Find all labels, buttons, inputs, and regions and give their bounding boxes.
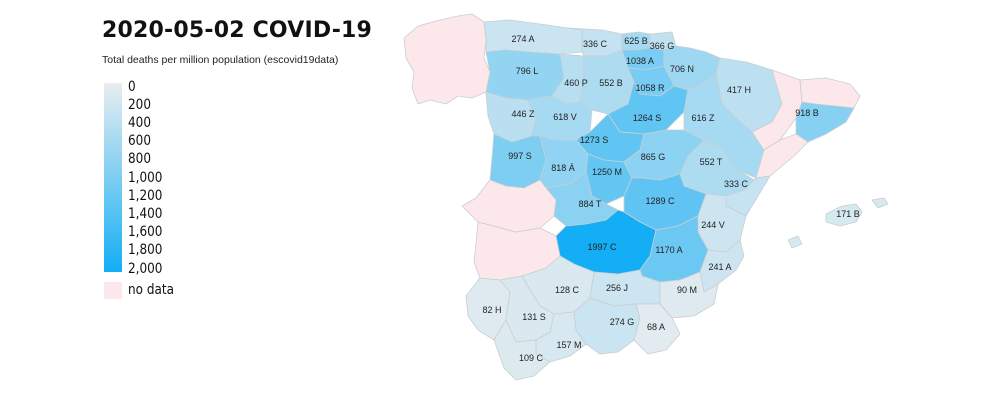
region-label-granada: 274 G	[610, 317, 635, 327]
region-girona	[799, 77, 861, 109]
region-baleares-island	[787, 235, 803, 249]
region-label-valencia: 244 V	[701, 220, 725, 230]
region-label-huesca: 417 H	[727, 85, 751, 95]
region-label-soria: 1264 S	[633, 113, 662, 123]
legend-tick: 600	[128, 133, 151, 149]
region-label-palencia: 460 P	[564, 78, 588, 88]
region-label-almeria: 68 A	[647, 322, 665, 332]
region-label-guadalajara: 865 G	[641, 152, 666, 162]
region-salamanca	[489, 133, 547, 189]
region-label-vizcaya: 625 B	[624, 36, 648, 46]
region-asturias	[483, 19, 583, 55]
legend-tick: 1,600	[128, 224, 163, 240]
region-label-cuenca: 1289 C	[645, 196, 675, 206]
region-label-cadiz: 109 C	[519, 353, 544, 363]
region-label-toledo: 884 T	[579, 199, 602, 209]
legend-tick: 400	[128, 115, 151, 131]
legend-tick: 1,000	[128, 170, 163, 186]
region-label-jaen: 256 J	[606, 283, 628, 293]
region-label-teruel: 552 T	[700, 157, 723, 167]
region-label-alava: 1038 A	[626, 56, 654, 66]
legend-tick: 2,000	[128, 261, 163, 277]
region-caceres	[461, 179, 557, 233]
legend-tick: 1,200	[128, 188, 163, 204]
region-tarragona	[755, 133, 809, 179]
region-label-larioja: 1058 R	[635, 83, 665, 93]
region-label-alicante: 241 A	[708, 262, 731, 272]
region-label-zamora: 446 Z	[511, 109, 535, 119]
region-label-segovia: 1273 S	[580, 135, 609, 145]
legend-tick: 1,400	[128, 206, 163, 222]
region-label-avila: 818 Á	[551, 163, 575, 173]
region-label-salamanca: 997 S	[508, 151, 532, 161]
region-galicia	[403, 13, 491, 105]
region-label-sevilla: 131 S	[522, 312, 546, 322]
region-label-murcia: 90 M	[677, 285, 697, 295]
region-label-barcelona: 918 B	[795, 108, 819, 118]
legend-tick: 0	[128, 79, 136, 95]
region-label-baleares: 171 B	[836, 209, 860, 219]
legend-tick: 800	[128, 151, 151, 167]
region-label-valladolid: 618 V	[553, 112, 577, 122]
region-baleares	[825, 203, 863, 227]
region-malaga	[535, 311, 587, 363]
region-cadiz	[493, 319, 551, 381]
region-label-burgos: 552 B	[599, 78, 623, 88]
region-label-navarra: 706 N	[670, 64, 694, 74]
region-baleares-island	[871, 197, 889, 209]
legend-nodata-swatch	[104, 282, 122, 299]
region-label-madrid: 1250 M	[592, 167, 622, 177]
region-label-zaragoza: 616 Z	[691, 113, 715, 123]
region-label-ciudadreal: 1997 C	[587, 242, 617, 252]
region-label-huelva: 82 H	[482, 305, 501, 315]
region-label-castellon: 333 C	[724, 179, 749, 189]
region-label-malaga: 157 M	[556, 340, 581, 350]
legend-tick: 200	[128, 97, 151, 113]
region-label-leon: 796 L	[516, 66, 539, 76]
region-label-cantabria: 336 C	[583, 39, 608, 49]
legend-nodata-label: no data	[128, 282, 174, 298]
legend-gradient-bar	[104, 83, 122, 272]
map-subtitle: Total deaths per million population (esc…	[102, 54, 339, 66]
region-label-asturias: 274 A	[511, 34, 534, 44]
map-title: 2020-05-02 COVID-19	[102, 18, 373, 43]
region-label-guipuzcoa: 366 G	[650, 41, 675, 51]
region-label-cordoba: 128 C	[555, 285, 580, 295]
legend-tick: 1,800	[128, 242, 163, 258]
region-label-albacete: 1170 A	[655, 245, 682, 255]
region-almeria	[633, 303, 681, 355]
